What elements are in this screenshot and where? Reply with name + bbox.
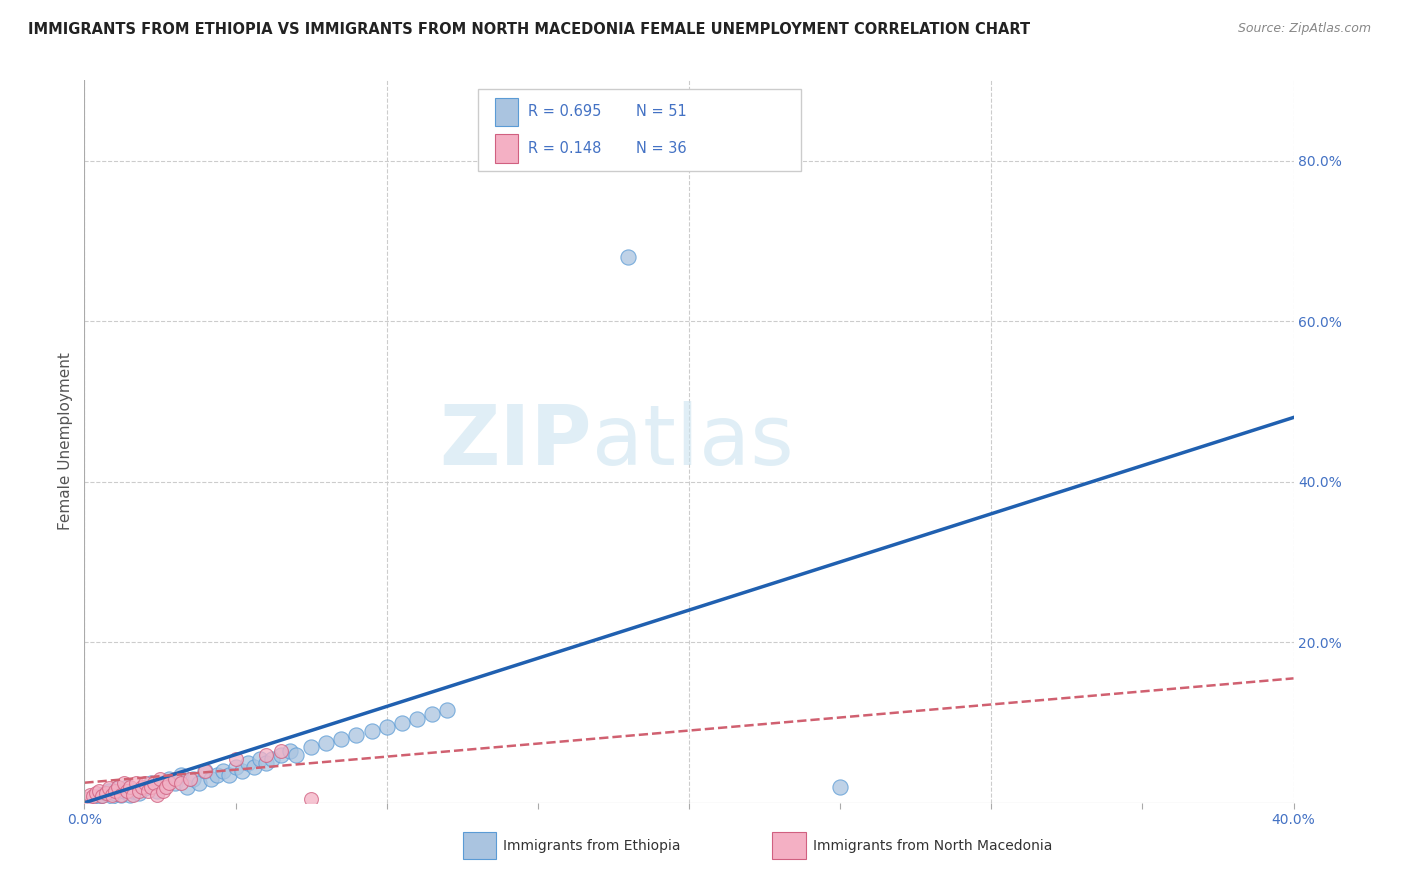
- Point: [200, 772, 222, 786]
- Point: [91, 789, 114, 804]
- Point: [121, 788, 143, 802]
- Point: [181, 772, 204, 786]
- Point: [86, 786, 108, 800]
- Text: Immigrants from Ethiopia: Immigrants from Ethiopia: [503, 838, 681, 853]
- Point: [617, 250, 640, 264]
- Text: Source: ZipAtlas.com: Source: ZipAtlas.com: [1237, 22, 1371, 36]
- Text: Immigrants from North Macedonia: Immigrants from North Macedonia: [813, 838, 1052, 853]
- Point: [225, 751, 247, 765]
- Point: [278, 744, 301, 758]
- Point: [94, 786, 117, 800]
- Point: [97, 784, 120, 798]
- Point: [89, 784, 111, 798]
- Point: [157, 776, 180, 790]
- Point: [299, 792, 322, 806]
- Point: [176, 780, 198, 794]
- Point: [104, 784, 127, 798]
- Point: [270, 744, 292, 758]
- Point: [830, 780, 852, 794]
- Point: [218, 767, 240, 781]
- Point: [254, 747, 277, 762]
- Text: R = 0.695: R = 0.695: [527, 104, 602, 120]
- Text: N = 51: N = 51: [636, 104, 686, 120]
- Text: IMMIGRANTS FROM ETHIOPIA VS IMMIGRANTS FROM NORTH MACEDONIA FEMALE UNEMPLOYMENT : IMMIGRANTS FROM ETHIOPIA VS IMMIGRANTS F…: [28, 22, 1031, 37]
- Text: R = 0.148: R = 0.148: [527, 141, 602, 156]
- Point: [231, 764, 253, 778]
- Point: [115, 780, 138, 794]
- Point: [436, 703, 458, 717]
- Point: [165, 772, 187, 786]
- Point: [194, 764, 217, 778]
- Point: [128, 784, 150, 798]
- Point: [165, 776, 187, 790]
- Point: [82, 789, 104, 804]
- Point: [260, 751, 283, 765]
- Point: [112, 776, 135, 790]
- Point: [104, 786, 127, 800]
- Text: ZIP: ZIP: [440, 401, 592, 482]
- Point: [131, 780, 153, 794]
- Point: [194, 764, 217, 778]
- Point: [136, 784, 159, 798]
- Point: [115, 784, 138, 798]
- Point: [110, 788, 132, 802]
- Point: [236, 756, 259, 770]
- Point: [152, 784, 174, 798]
- Point: [110, 788, 132, 802]
- Point: [94, 786, 117, 800]
- Point: [420, 707, 443, 722]
- Point: [152, 780, 174, 794]
- Point: [146, 788, 169, 802]
- Point: [76, 792, 98, 806]
- Point: [121, 784, 143, 798]
- Point: [100, 789, 122, 804]
- Point: [118, 788, 141, 802]
- Point: [100, 788, 122, 802]
- Point: [391, 715, 413, 730]
- Point: [360, 723, 382, 738]
- Point: [97, 781, 120, 796]
- Point: [155, 780, 177, 794]
- Point: [299, 739, 322, 754]
- Point: [375, 719, 398, 733]
- Y-axis label: Female Unemployment: Female Unemployment: [58, 352, 73, 531]
- Point: [225, 760, 247, 774]
- Point: [157, 772, 180, 786]
- Point: [89, 789, 111, 804]
- Point: [142, 776, 165, 790]
- Point: [170, 767, 193, 781]
- Point: [112, 784, 135, 798]
- Point: [134, 776, 156, 790]
- Point: [188, 776, 211, 790]
- Point: [139, 780, 162, 794]
- Point: [346, 728, 368, 742]
- Point: [149, 772, 172, 786]
- Point: [118, 780, 141, 794]
- Text: atlas: atlas: [592, 401, 794, 482]
- Point: [107, 780, 129, 794]
- Point: [406, 712, 429, 726]
- Point: [79, 788, 101, 802]
- Point: [179, 772, 201, 786]
- Point: [212, 764, 235, 778]
- Point: [315, 735, 337, 749]
- Point: [242, 760, 264, 774]
- Point: [170, 776, 193, 790]
- Point: [285, 747, 308, 762]
- Point: [254, 756, 277, 770]
- Point: [330, 731, 353, 746]
- Point: [128, 786, 150, 800]
- Point: [91, 788, 114, 802]
- Point: [249, 751, 271, 765]
- Point: [82, 792, 104, 806]
- Point: [270, 747, 292, 762]
- Point: [134, 781, 156, 796]
- Point: [107, 781, 129, 796]
- Point: [125, 776, 148, 790]
- Point: [207, 767, 229, 781]
- Point: [146, 784, 169, 798]
- Text: N = 36: N = 36: [636, 141, 686, 156]
- Point: [139, 776, 162, 790]
